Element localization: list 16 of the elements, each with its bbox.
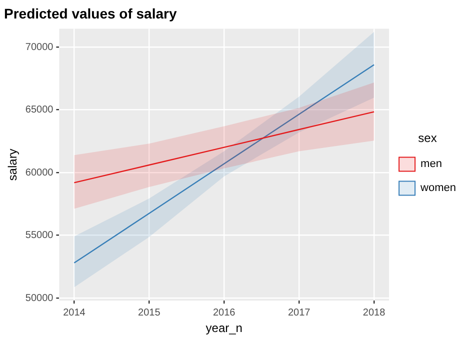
- y-tick-label: 70000: [25, 42, 54, 53]
- y-axis-title: salary: [6, 148, 20, 181]
- y-tick-label: 60000: [25, 167, 54, 178]
- legend-label: men: [420, 158, 442, 170]
- x-tick-label: 2018: [362, 307, 386, 318]
- y-tick-label: 50000: [25, 292, 54, 304]
- legend-label: women: [420, 182, 456, 194]
- x-tick-label: 2014: [63, 307, 86, 318]
- chart-title: Predicted values of salary: [4, 5, 177, 22]
- legend-title: sex: [418, 131, 437, 146]
- y-tick-label: 55000: [25, 230, 54, 242]
- x-tick-label: 2015: [138, 307, 161, 318]
- x-tick-label: 2017: [288, 307, 311, 318]
- x-tick-label: 2016: [213, 307, 236, 318]
- x-axis-title: year_n: [206, 321, 242, 336]
- y-tick-label: 65000: [25, 104, 54, 116]
